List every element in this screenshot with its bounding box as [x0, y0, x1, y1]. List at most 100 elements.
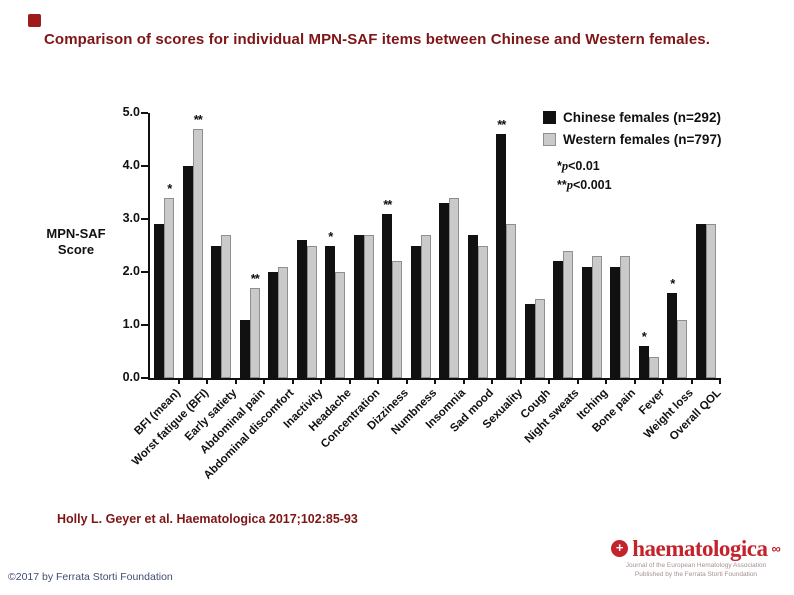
haematologica-logo: haematologica ∞ Journal of the European … — [598, 537, 794, 580]
x-axis-tick — [263, 378, 265, 384]
bar-chinese-0 — [154, 224, 165, 378]
legend-item-chinese: Chinese females (n=292) — [543, 110, 721, 125]
x-axis-tick — [348, 378, 351, 384]
bar-western-2 — [221, 234, 232, 378]
bar-chinese-9 — [410, 245, 421, 378]
bar-chinese-3 — [239, 319, 250, 378]
page-title: Comparison of scores for individual MPN-… — [44, 31, 710, 48]
y-axis-tick — [141, 271, 148, 273]
bar-chinese-18 — [667, 293, 678, 378]
logo-taglines: Journal of the European Hematology Assoc… — [598, 562, 794, 580]
x-axis-tick — [377, 378, 379, 384]
slide-corner-accent — [28, 14, 41, 27]
bar-western-5 — [306, 245, 317, 378]
legend-label-chinese: Chinese females (n=292) — [563, 110, 721, 125]
logo-row: haematologica ∞ — [598, 537, 794, 560]
x-axis-tick — [462, 378, 465, 384]
bar-western-12 — [506, 224, 517, 378]
x-axis-tick — [491, 378, 493, 384]
bar-chart-plot-area: 0.0 1.0 2.0 3.0 4.0 5.0 BFI (mean) Worst fatigu… — [123, 105, 724, 482]
y-axis-tick-label: 1.0 — [122, 317, 140, 331]
y-axis-title-line1: MPN-SAF — [46, 226, 106, 241]
bar-chinese-14 — [553, 261, 564, 378]
bar-western-19 — [705, 224, 716, 378]
bar-western-13 — [534, 298, 545, 378]
bar-chinese-15 — [581, 266, 592, 378]
bar-western-7 — [363, 234, 374, 378]
bar-chinese-12 — [496, 134, 507, 378]
y-axis-tick-label: 3.0 — [122, 211, 140, 225]
significance-marker: * — [641, 329, 647, 345]
bar-chinese-10 — [439, 203, 450, 378]
x-axis-tick — [291, 378, 294, 384]
x-axis-tick — [662, 378, 664, 384]
legend-swatch-chinese — [543, 111, 556, 124]
y-axis-tick — [141, 218, 148, 220]
bar-chinese-17 — [638, 346, 649, 378]
y-axis-tick — [141, 324, 148, 326]
legend-label-western: Western females (n=797) — [563, 132, 722, 147]
logo-wordmark: haematologica — [632, 536, 768, 561]
bar-chinese-16 — [610, 266, 621, 378]
significance-marker: ** — [383, 196, 392, 212]
bar-western-17 — [648, 356, 659, 378]
x-axis-tick — [320, 378, 322, 384]
bar-western-11 — [477, 245, 488, 378]
x-axis-tick — [548, 378, 550, 384]
significance-marker: * — [328, 228, 333, 244]
bar-chinese-6 — [325, 245, 336, 378]
bar-chinese-13 — [524, 303, 535, 378]
y-axis-title: MPN-SAF Score — [30, 226, 122, 259]
bar-chinese-19 — [695, 224, 706, 378]
significance-marker: * — [670, 276, 675, 292]
bar-chinese-4 — [268, 272, 279, 378]
bar-western-18 — [677, 319, 688, 378]
x-axis-tick — [633, 378, 636, 384]
y-axis-tick-label: 2.0 — [122, 264, 140, 278]
y-axis-tick — [141, 165, 148, 167]
bar-western-0 — [164, 197, 175, 378]
bar-chinese-11 — [467, 234, 478, 378]
y-axis-title-line2: Score — [57, 242, 95, 258]
y-axis-tick — [141, 112, 148, 114]
y-axis-tick — [141, 377, 148, 379]
bar-western-16 — [620, 256, 631, 378]
bar-chinese-2 — [211, 245, 222, 378]
x-axis-tick — [206, 378, 208, 384]
bar-western-9 — [420, 234, 431, 378]
significance-marker: ** — [193, 111, 203, 127]
logo-tagline-1: Journal of the European Hematology Assoc… — [625, 562, 767, 569]
x-axis-tick — [719, 378, 721, 384]
legend-swatch-western — [543, 133, 556, 146]
significance-marker: ** — [497, 117, 506, 133]
x-axis-tick — [177, 378, 180, 384]
bar-chinese-1 — [182, 166, 193, 378]
bar-chinese-5 — [296, 240, 307, 378]
significance-marker: * — [167, 180, 172, 196]
y-axis-tick-label: 5.0 — [122, 105, 140, 119]
bar-western-6 — [335, 272, 346, 378]
x-axis-tick — [234, 378, 237, 384]
y-axis-tick-label: 0.0 — [122, 370, 140, 384]
significance-key: *p<0.01 **p<0.001 — [557, 157, 721, 196]
haematologica-knot-icon: ∞ — [771, 541, 781, 556]
x-axis-tick — [605, 378, 607, 384]
significance-key-line1: *p<0.01 — [557, 159, 600, 173]
citation-text: Holly L. Geyer et al. Haematologica 2017… — [57, 512, 358, 526]
legend-item-western: Western females (n=797) — [543, 132, 721, 147]
x-axis-tick — [576, 378, 579, 384]
bar-western-8 — [392, 261, 403, 378]
x-axis-label: Overall QOL — [668, 387, 724, 443]
bar-western-1 — [192, 128, 203, 378]
significance-marker: ** — [250, 270, 260, 286]
bar-chinese-8 — [382, 213, 393, 378]
bar-western-10 — [449, 197, 460, 378]
bar-western-14 — [563, 250, 574, 378]
significance-key-line2: **p<0.001 — [557, 178, 612, 193]
chart-legend: Chinese females (n=292) Western females … — [543, 110, 721, 196]
x-axis-tick — [519, 378, 522, 384]
bar-western-4 — [278, 266, 289, 378]
x-axis-tick — [690, 378, 693, 384]
copyright-text: ©2017 by Ferrata Storti Foundation — [8, 571, 173, 583]
